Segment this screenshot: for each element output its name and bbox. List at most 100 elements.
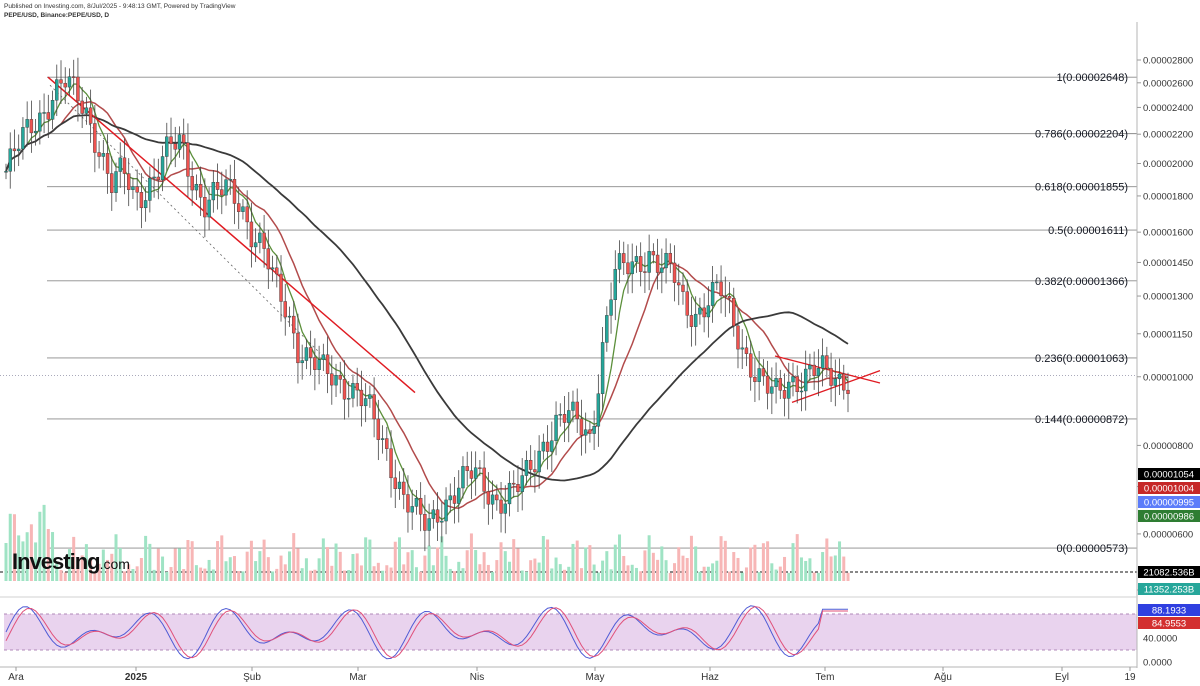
fib-label: 1(0.00002648) bbox=[1056, 72, 1128, 84]
candle-body bbox=[605, 315, 609, 343]
rsi-badge-label: 88.1933 bbox=[1152, 606, 1186, 617]
fib-label: 0.236(0.00001063) bbox=[1035, 353, 1128, 365]
volume-bar bbox=[148, 543, 152, 581]
volume-bar bbox=[292, 533, 296, 581]
volume-bar bbox=[342, 570, 346, 581]
candle-body bbox=[803, 368, 808, 392]
candle-body bbox=[71, 76, 76, 78]
volume-bar bbox=[821, 552, 825, 581]
candle-body bbox=[25, 119, 29, 128]
volume-bar bbox=[169, 567, 173, 581]
candle-body bbox=[84, 107, 89, 114]
volume-bar bbox=[144, 535, 148, 581]
candle-body bbox=[579, 418, 584, 436]
time-axis[interactable]: Ara 2025 Şub Mar Nis May Haz Tem Ağu Eyl 19 bbox=[8, 667, 1136, 683]
volume-bar bbox=[334, 543, 338, 581]
volume-bar bbox=[410, 550, 414, 581]
volume-bar bbox=[220, 535, 224, 581]
candle-body bbox=[516, 484, 520, 493]
volume-bar bbox=[376, 562, 380, 581]
logo-suffix: .com bbox=[99, 556, 130, 572]
candle-body bbox=[338, 375, 342, 380]
candle-body bbox=[541, 441, 546, 452]
candles bbox=[4, 57, 850, 552]
volume-bar bbox=[262, 539, 266, 581]
volume-bar bbox=[643, 550, 647, 581]
volume-bar bbox=[685, 558, 689, 581]
candle-body bbox=[774, 378, 778, 387]
candle-body bbox=[672, 262, 677, 283]
candle-body bbox=[660, 267, 664, 273]
volume-bar bbox=[736, 557, 740, 581]
candle-body bbox=[617, 253, 622, 270]
volume-bar bbox=[618, 534, 622, 581]
time-tick-label: Şub bbox=[243, 672, 261, 683]
candle-body bbox=[300, 360, 304, 364]
candle-body bbox=[655, 254, 660, 273]
candle-body bbox=[757, 368, 761, 382]
volume-bar bbox=[761, 543, 765, 581]
volume-bar bbox=[622, 555, 626, 581]
candle-body bbox=[101, 153, 106, 157]
volume-bar bbox=[626, 565, 630, 581]
candle-body bbox=[808, 364, 812, 370]
candle-body bbox=[677, 282, 681, 286]
volume-bar bbox=[199, 567, 203, 581]
candle-body bbox=[727, 296, 732, 299]
volume-bar bbox=[808, 558, 812, 581]
dotted-trend-line bbox=[49, 84, 321, 354]
candle-body bbox=[313, 357, 317, 370]
candle-body bbox=[93, 123, 97, 153]
candle-body bbox=[596, 393, 601, 427]
time-tick-label: Ağu bbox=[934, 672, 952, 683]
volume-bar bbox=[330, 565, 334, 581]
candle-body bbox=[118, 157, 122, 172]
candle-body bbox=[359, 389, 364, 407]
candle-body bbox=[275, 267, 279, 275]
candle-body bbox=[457, 487, 461, 504]
volume-bar bbox=[177, 548, 181, 581]
price-tick-label: 0.00001300 bbox=[1143, 292, 1193, 303]
volume-bar bbox=[55, 562, 59, 581]
volume-bar bbox=[351, 554, 355, 581]
candle-body bbox=[423, 514, 427, 531]
published-note: Published on Investing.com, 8/Jul/2025 -… bbox=[4, 3, 236, 10]
price-tick-label: 0.00000800 bbox=[1143, 441, 1193, 452]
candle-body bbox=[131, 186, 135, 190]
volume-bar bbox=[440, 536, 444, 581]
candle-body bbox=[833, 378, 838, 386]
volume-bar bbox=[4, 543, 8, 581]
candle-body bbox=[330, 373, 334, 386]
candle-body bbox=[143, 200, 148, 209]
candle-body bbox=[393, 477, 397, 489]
volume-bar bbox=[101, 549, 105, 581]
rsi-band bbox=[4, 614, 1137, 650]
candle-body bbox=[207, 199, 211, 218]
volume-bar bbox=[296, 548, 300, 581]
volume-bar bbox=[165, 571, 169, 581]
volume-bar bbox=[38, 511, 42, 581]
candle-body bbox=[685, 291, 689, 316]
candle-body bbox=[67, 76, 72, 88]
fib-label: 0.618(0.00001855) bbox=[1035, 182, 1128, 194]
volume-bar bbox=[51, 532, 55, 581]
candle-body bbox=[495, 494, 499, 501]
candle-body bbox=[88, 107, 93, 124]
volume-bar bbox=[63, 572, 67, 581]
volume-bar bbox=[512, 539, 516, 581]
price-axis[interactable]: 0.00002800 0.00002600 0.00002400 0.00002200… bbox=[0, 22, 1200, 669]
volume-bar bbox=[203, 568, 207, 581]
volume-badge bbox=[1138, 566, 1200, 578]
volume-bar bbox=[499, 542, 503, 581]
candle-body bbox=[355, 383, 359, 391]
candle-body bbox=[266, 248, 271, 270]
candle-body bbox=[42, 112, 46, 114]
candle-body bbox=[418, 497, 423, 515]
volume-bar bbox=[173, 548, 177, 581]
volume-bar bbox=[766, 541, 770, 581]
candle-body bbox=[406, 494, 410, 513]
volume-bar bbox=[228, 557, 232, 581]
volume-bar bbox=[84, 544, 88, 581]
price-badge-label: 0.00000986 bbox=[1144, 512, 1194, 523]
